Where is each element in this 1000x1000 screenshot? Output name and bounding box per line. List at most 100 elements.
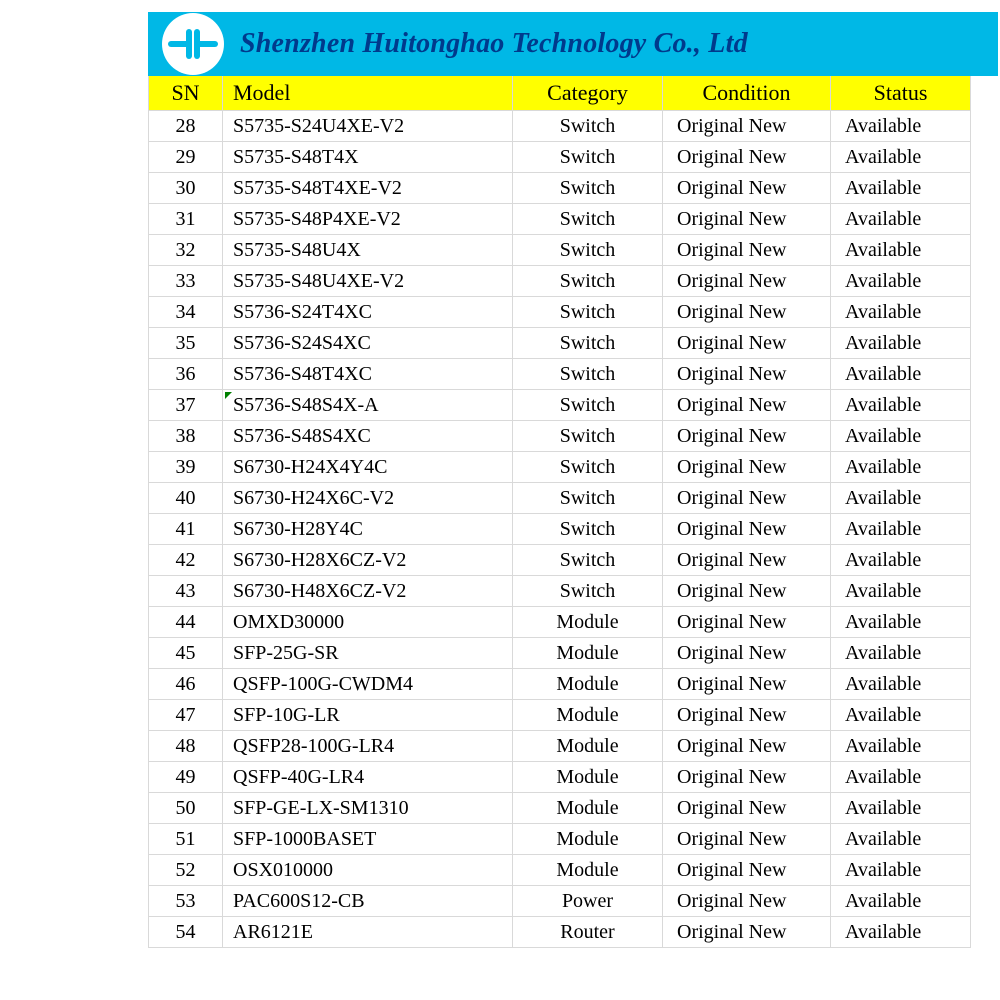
cell-model: S5735-S48U4XE-V2 xyxy=(223,266,513,297)
cell-model: S5735-S48T4X xyxy=(223,142,513,173)
cell-model: AR6121E xyxy=(223,917,513,948)
table-body: 28S5735-S24U4XE-V2SwitchOriginal NewAvai… xyxy=(149,111,971,948)
cell-condition: Original New xyxy=(663,452,831,483)
col-header-condition: Condition xyxy=(663,76,831,111)
cell-condition: Original New xyxy=(663,297,831,328)
table-row: 40S6730-H24X6C-V2SwitchOriginal NewAvail… xyxy=(149,483,971,514)
cell-sn: 46 xyxy=(149,669,223,700)
cell-condition: Original New xyxy=(663,545,831,576)
table-row: 46QSFP-100G-CWDM4ModuleOriginal NewAvail… xyxy=(149,669,971,700)
cell-sn: 39 xyxy=(149,452,223,483)
table-row: 29S5735-S48T4XSwitchOriginal NewAvailabl… xyxy=(149,142,971,173)
cell-status: Available xyxy=(831,855,971,886)
cell-sn: 35 xyxy=(149,328,223,359)
cell-model: SFP-1000BASET xyxy=(223,824,513,855)
cell-status: Available xyxy=(831,359,971,390)
cell-sn: 52 xyxy=(149,855,223,886)
cell-status: Available xyxy=(831,886,971,917)
cell-status: Available xyxy=(831,824,971,855)
table-row: 31S5735-S48P4XE-V2SwitchOriginal NewAvai… xyxy=(149,204,971,235)
cell-status: Available xyxy=(831,235,971,266)
cell-condition: Original New xyxy=(663,204,831,235)
cell-status: Available xyxy=(831,142,971,173)
cell-status: Available xyxy=(831,173,971,204)
cell-model: S5736-S48S4XC xyxy=(223,421,513,452)
cell-sn: 32 xyxy=(149,235,223,266)
cell-condition: Original New xyxy=(663,793,831,824)
cell-sn: 34 xyxy=(149,297,223,328)
cell-category: Module xyxy=(513,607,663,638)
logo-icon xyxy=(167,18,219,70)
cell-sn: 49 xyxy=(149,762,223,793)
cell-condition: Original New xyxy=(663,514,831,545)
cell-model: S5735-S48U4X xyxy=(223,235,513,266)
cell-sn: 42 xyxy=(149,545,223,576)
cell-category: Switch xyxy=(513,266,663,297)
table-row: 41S6730-H28Y4CSwitchOriginal NewAvailabl… xyxy=(149,514,971,545)
table-row: 44OMXD30000ModuleOriginal NewAvailable xyxy=(149,607,971,638)
cell-status: Available xyxy=(831,607,971,638)
cell-sn: 33 xyxy=(149,266,223,297)
cell-category: Switch xyxy=(513,514,663,545)
cell-condition: Original New xyxy=(663,762,831,793)
cell-condition: Original New xyxy=(663,576,831,607)
cell-status: Available xyxy=(831,762,971,793)
cell-model: S5735-S48P4XE-V2 xyxy=(223,204,513,235)
cell-status: Available xyxy=(831,297,971,328)
table-row: 52OSX010000ModuleOriginal NewAvailable xyxy=(149,855,971,886)
cell-condition: Original New xyxy=(663,886,831,917)
cell-condition: Original New xyxy=(663,483,831,514)
cell-status: Available xyxy=(831,638,971,669)
cell-model: SFP-GE-LX-SM1310 xyxy=(223,793,513,824)
cell-status: Available xyxy=(831,421,971,452)
cell-model: S6730-H28X6CZ-V2 xyxy=(223,545,513,576)
cell-category: Router xyxy=(513,917,663,948)
cell-sn: 38 xyxy=(149,421,223,452)
cell-category: Switch xyxy=(513,297,663,328)
table-row: 35S5736-S24S4XCSwitchOriginal NewAvailab… xyxy=(149,328,971,359)
cell-category: Module xyxy=(513,824,663,855)
company-logo xyxy=(162,13,224,75)
cell-status: Available xyxy=(831,731,971,762)
cell-sn: 53 xyxy=(149,886,223,917)
cell-condition: Original New xyxy=(663,421,831,452)
cell-category: Switch xyxy=(513,235,663,266)
table-row: 32S5735-S48U4XSwitchOriginal NewAvailabl… xyxy=(149,235,971,266)
cell-sn: 28 xyxy=(149,111,223,142)
cell-category: Switch xyxy=(513,545,663,576)
cell-model: S5736-S24T4XC xyxy=(223,297,513,328)
cell-condition: Original New xyxy=(663,855,831,886)
cell-model: QSFP28-100G-LR4 xyxy=(223,731,513,762)
cell-status: Available xyxy=(831,266,971,297)
cell-status: Available xyxy=(831,452,971,483)
cell-condition: Original New xyxy=(663,917,831,948)
cell-status: Available xyxy=(831,204,971,235)
cell-category: Switch xyxy=(513,452,663,483)
table-row: 51SFP-1000BASETModuleOriginal NewAvailab… xyxy=(149,824,971,855)
table-row: 43S6730-H48X6CZ-V2SwitchOriginal NewAvai… xyxy=(149,576,971,607)
cell-model: OSX010000 xyxy=(223,855,513,886)
cell-status: Available xyxy=(831,793,971,824)
cell-sn: 44 xyxy=(149,607,223,638)
cell-sn: 54 xyxy=(149,917,223,948)
col-header-category: Category xyxy=(513,76,663,111)
cell-category: Module xyxy=(513,669,663,700)
cell-status: Available xyxy=(831,111,971,142)
table-row: 54AR6121ERouterOriginal NewAvailable xyxy=(149,917,971,948)
cell-category: Switch xyxy=(513,173,663,204)
cell-condition: Original New xyxy=(663,607,831,638)
cell-category: Switch xyxy=(513,204,663,235)
cell-status: Available xyxy=(831,700,971,731)
cell-category: Module xyxy=(513,731,663,762)
cell-condition: Original New xyxy=(663,390,831,421)
cell-sn: 43 xyxy=(149,576,223,607)
table-row: 30S5735-S48T4XE-V2SwitchOriginal NewAvai… xyxy=(149,173,971,204)
cell-category: Switch xyxy=(513,421,663,452)
cell-condition: Original New xyxy=(663,669,831,700)
cell-model: S6730-H48X6CZ-V2 xyxy=(223,576,513,607)
table-row: 53PAC600S12-CBPowerOriginal NewAvailable xyxy=(149,886,971,917)
cell-condition: Original New xyxy=(663,328,831,359)
cell-category: Module xyxy=(513,700,663,731)
cell-status: Available xyxy=(831,514,971,545)
table-row: 39S6730-H24X4Y4CSwitchOriginal NewAvaila… xyxy=(149,452,971,483)
